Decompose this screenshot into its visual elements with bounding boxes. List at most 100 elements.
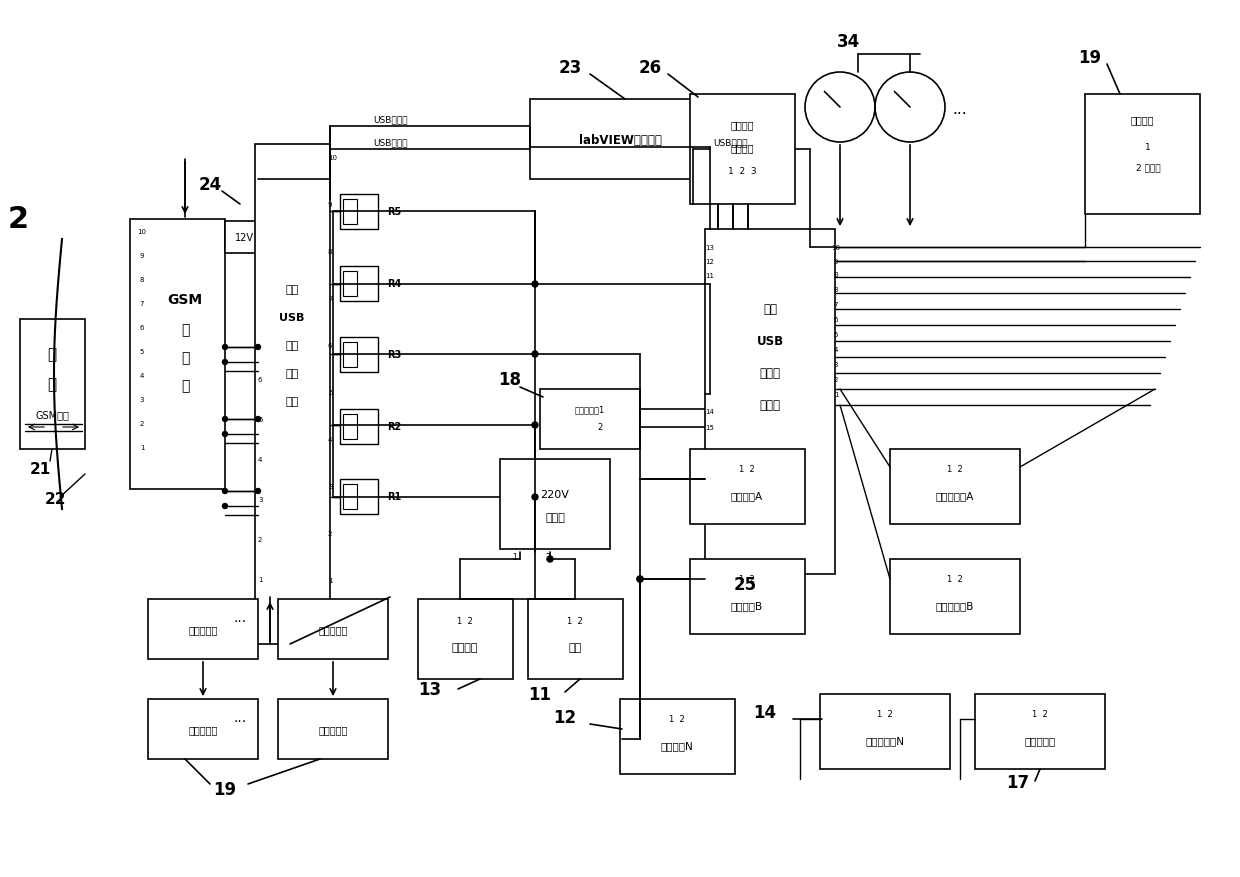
Text: 14: 14 [706, 409, 714, 415]
Circle shape [222, 346, 227, 350]
Bar [975, 695, 1105, 769]
Bar [689, 560, 805, 634]
Bar [340, 195, 378, 230]
Text: 数据采: 数据采 [759, 367, 780, 380]
Text: 6: 6 [833, 317, 838, 323]
Text: 采集: 采集 [285, 368, 299, 379]
Text: 13: 13 [418, 681, 441, 698]
Text: 浇水电磁阀: 浇水电磁阀 [188, 724, 218, 734]
Text: 3: 3 [329, 483, 332, 489]
Text: 12V: 12V [234, 232, 253, 243]
Text: 控: 控 [181, 323, 190, 337]
Bar [890, 560, 1021, 634]
Text: 22: 22 [45, 492, 66, 507]
Text: 15: 15 [706, 424, 714, 431]
Text: 电流传感器1: 电流传感器1 [575, 405, 605, 414]
Bar [418, 599, 513, 679]
Text: 220V: 220V [541, 489, 569, 499]
Text: USB: USB [756, 335, 784, 348]
Text: 34: 34 [836, 33, 859, 51]
Text: 1  2: 1 2 [670, 715, 684, 724]
Text: 17: 17 [1007, 774, 1029, 791]
Text: 5: 5 [833, 332, 838, 338]
Text: 25: 25 [733, 575, 756, 594]
Text: 1: 1 [1145, 143, 1151, 153]
Bar [148, 699, 258, 759]
Circle shape [222, 432, 227, 437]
Text: 分路继电器: 分路继电器 [319, 624, 347, 634]
Bar [528, 599, 622, 679]
Text: 4: 4 [329, 437, 332, 443]
Text: 9: 9 [140, 253, 144, 259]
Circle shape [532, 282, 538, 288]
Text: 1  2: 1 2 [567, 617, 583, 626]
Bar [340, 338, 378, 373]
Text: USB: USB [279, 312, 305, 323]
Bar [343, 415, 357, 439]
Bar [343, 272, 357, 296]
Text: 第二: 第二 [763, 303, 777, 316]
Text: 9: 9 [329, 202, 332, 208]
Text: 5: 5 [329, 389, 332, 396]
Text: 7: 7 [833, 302, 838, 308]
Text: 24: 24 [198, 175, 222, 194]
Text: 2: 2 [546, 553, 551, 562]
Bar [20, 319, 86, 450]
Text: R4: R4 [387, 279, 401, 289]
Circle shape [222, 489, 227, 494]
Text: 1  2: 1 2 [739, 574, 755, 584]
Text: 3: 3 [833, 361, 838, 367]
Text: 1  2: 1 2 [947, 574, 963, 584]
Bar [706, 230, 835, 574]
Text: 8: 8 [140, 276, 144, 282]
Bar [500, 460, 610, 549]
Text: 设备: 设备 [285, 396, 299, 407]
Text: 流量传感器A: 流量传感器A [936, 490, 975, 501]
Text: 1  2: 1 2 [458, 617, 472, 626]
Bar [278, 599, 388, 660]
Text: 1  2: 1 2 [1032, 709, 1048, 718]
Bar [340, 480, 378, 515]
Bar [689, 450, 805, 524]
Text: 12: 12 [553, 709, 577, 726]
Text: 23: 23 [558, 59, 582, 77]
Text: 6: 6 [329, 343, 332, 348]
Circle shape [532, 423, 538, 429]
Text: GSM: GSM [167, 293, 202, 307]
Text: 2: 2 [7, 205, 29, 234]
Text: 21: 21 [30, 462, 51, 477]
Bar [529, 100, 711, 180]
Bar [343, 343, 357, 367]
Text: 机: 机 [47, 377, 57, 392]
Text: 浇水电磁阀: 浇水电磁阀 [319, 724, 347, 734]
Text: 8: 8 [329, 249, 332, 254]
Text: 19: 19 [213, 781, 237, 798]
Text: 分电磁阀A: 分电磁阀A [730, 490, 763, 501]
Text: 监测模块: 监测模块 [730, 143, 754, 153]
Bar [620, 699, 735, 774]
Circle shape [222, 504, 227, 509]
Text: B: B [833, 272, 838, 278]
Text: 3: 3 [258, 496, 263, 503]
Circle shape [255, 417, 260, 422]
Text: 分电磁阀N: 分电磁阀N [661, 740, 693, 750]
Text: 18: 18 [498, 371, 522, 389]
Bar [148, 599, 258, 660]
Text: 第一压力: 第一压力 [1130, 115, 1153, 125]
Text: 1  2: 1 2 [739, 465, 755, 474]
Text: R2: R2 [387, 422, 401, 431]
Text: 11: 11 [528, 685, 552, 703]
Text: 1: 1 [258, 576, 263, 582]
Text: 1: 1 [329, 577, 332, 583]
Text: labVIEW控制系统: labVIEW控制系统 [579, 133, 661, 146]
Text: 11: 11 [706, 273, 714, 279]
Text: 26: 26 [639, 59, 662, 77]
Bar [343, 484, 357, 510]
Text: 10: 10 [329, 155, 337, 160]
Circle shape [532, 495, 538, 501]
Text: 3: 3 [140, 396, 144, 403]
Text: 集设备: 集设备 [759, 399, 780, 412]
Text: 1: 1 [512, 553, 517, 562]
Bar [539, 389, 640, 450]
Text: 1  2  3: 1 2 3 [728, 168, 756, 176]
